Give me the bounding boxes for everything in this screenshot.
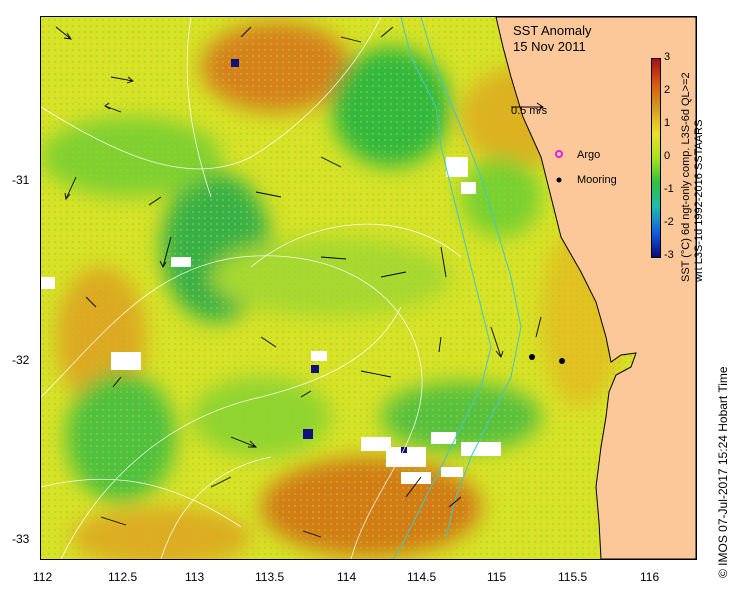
x-tick-label: 112.5 xyxy=(108,570,138,584)
velocity-scale-label: 0.5 m/s xyxy=(511,105,548,117)
shelf-contour xyxy=(392,17,492,559)
y-tick-label: -33 xyxy=(12,532,30,546)
x-tick-label: 115 xyxy=(487,570,507,584)
land xyxy=(495,17,696,559)
colorbar-tick-label: -1 xyxy=(664,183,674,195)
missing-data-patches xyxy=(41,157,501,484)
colorbar-tick-label: -2 xyxy=(664,216,674,228)
streamlines xyxy=(41,17,462,559)
y-tick-label: -32 xyxy=(12,353,30,367)
map-date: 15 Nov 2011 xyxy=(513,39,586,54)
mooring-marker xyxy=(559,358,565,364)
colorbar-caption: SST (°C) 6d ngt-only comp. L3S-6d QL>=2 xyxy=(680,72,692,282)
colorbar-caption-sub: wrt L3S-1d 1992-2016 SSTAARS xyxy=(693,119,705,282)
x-tick-label: 114 xyxy=(337,570,357,584)
x-tick-label: 112 xyxy=(33,570,53,584)
credit-text: © IMOS 07-Jul-2017 15:24 Hobart Time xyxy=(716,366,730,578)
velocity-arrows xyxy=(55,26,544,538)
colorbar-tick-label: -3 xyxy=(664,249,674,261)
colorbar-tick-label: 2 xyxy=(664,84,671,96)
argo-legend-label: Argo xyxy=(577,149,601,161)
cold-spots xyxy=(231,59,407,453)
mooring-legend-label: Mooring xyxy=(577,174,617,186)
x-tick-label: 114.5 xyxy=(407,570,437,584)
colorbar-tick-label: 3 xyxy=(664,51,671,63)
sst-anomaly-map xyxy=(41,17,696,559)
map-panel: SST Anomaly 15 Nov 2011 0.5 m/s Argo Moo… xyxy=(40,16,697,560)
x-tick-label: 115.5 xyxy=(558,570,588,584)
colorbar-tick-label: 1 xyxy=(664,117,671,129)
x-tick-label: 113.5 xyxy=(255,570,285,584)
mooring-legend-marker xyxy=(556,177,562,183)
x-tick-label: 113 xyxy=(185,570,205,584)
x-tick-label: 116 xyxy=(640,570,660,584)
colorbar-tick-label: 0 xyxy=(664,150,671,162)
argo-marker xyxy=(555,150,563,158)
colorbar xyxy=(651,58,661,258)
mooring-marker xyxy=(529,354,535,360)
map-title: SST Anomaly xyxy=(513,23,592,38)
y-tick-label: -31 xyxy=(12,173,30,187)
